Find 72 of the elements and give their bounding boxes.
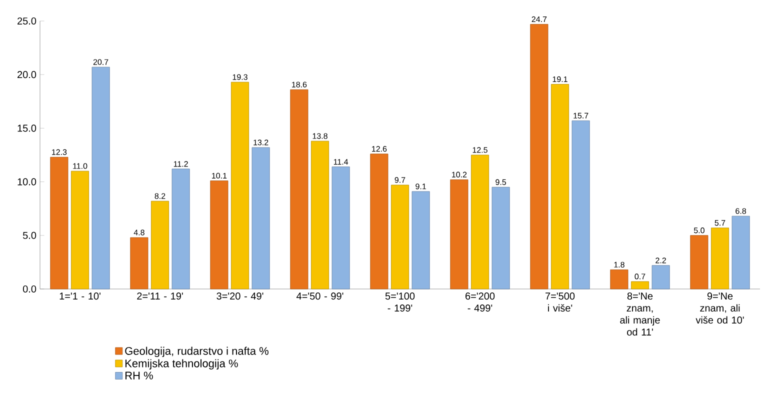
bar	[332, 166, 350, 290]
legend-label: Geologija, rudarstvo i nafta %	[125, 346, 268, 358]
bar	[71, 170, 89, 290]
data-label: 6.8	[736, 208, 746, 214]
y-tick-label: 20.0	[18, 71, 36, 78]
bar	[151, 200, 169, 290]
data-label: 19.1	[552, 76, 568, 82]
bar	[492, 186, 510, 290]
data-label: 13.2	[254, 140, 268, 146]
data-label: 10.2	[452, 172, 467, 178]
data-label: 11.0	[73, 163, 88, 169]
bar	[92, 66, 110, 290]
data-label: 11.2	[174, 161, 188, 167]
x-tick-label: 6='200 - 499'	[466, 292, 495, 312]
data-label: 12.3	[52, 149, 67, 155]
y-tick-label: 5.0	[22, 232, 36, 239]
bar	[172, 168, 190, 290]
data-label: 1.8	[614, 262, 624, 268]
data-label: 0.7	[634, 274, 646, 280]
x-tick-label: 2='11 - 19'	[137, 292, 183, 300]
bar	[391, 184, 409, 290]
data-label: 9.5	[496, 179, 506, 185]
x-tick-label: 7='500 i više'	[546, 292, 575, 312]
bar	[690, 235, 708, 290]
x-tick-label: 1='1 - 10'	[60, 292, 100, 300]
x-tick-label: 8='Ne znam, ali manje od 11'	[620, 292, 660, 336]
data-label: 13.8	[312, 133, 328, 139]
data-label: 5.7	[714, 220, 726, 226]
x-tick-label: 4='50 - 99'	[296, 292, 344, 300]
legend-label: Kemijska tehnologija %	[125, 359, 238, 370]
bar	[530, 24, 548, 290]
bar	[711, 228, 730, 290]
y-tick-label: 0.0	[22, 285, 36, 293]
bar	[450, 179, 468, 290]
bar	[572, 120, 590, 290]
y-tick-label: 15.0	[18, 124, 36, 132]
bar	[652, 265, 670, 290]
x-tick-label: 3='20 - 49'	[216, 292, 264, 300]
bar	[412, 191, 430, 290]
data-label: 9.7	[394, 177, 406, 183]
bar	[471, 154, 489, 290]
y-tick-label: 10.0	[18, 178, 36, 186]
bar	[252, 147, 270, 290]
data-label: 12.5	[472, 147, 488, 153]
data-label: 8.2	[154, 193, 166, 199]
bar	[210, 180, 228, 290]
legend-label: RH %	[125, 372, 153, 380]
data-label: 5.0	[694, 228, 704, 234]
data-label: 4.8	[134, 230, 144, 236]
bar	[311, 140, 329, 290]
data-label: 9.1	[416, 184, 426, 190]
bar	[130, 237, 148, 290]
data-label: 11.4	[334, 159, 348, 165]
data-label: 18.6	[292, 82, 307, 88]
data-label: 15.7	[574, 112, 588, 118]
data-label: 10.1	[212, 172, 227, 179]
x-tick-label: 5='100 - 199'	[385, 292, 415, 312]
bar	[370, 154, 388, 290]
x-tick-label: 9='Ne znam, ali više od 10'	[696, 292, 744, 324]
bar	[610, 270, 628, 290]
data-label: 2.2	[656, 258, 666, 264]
bar	[290, 89, 308, 290]
bar	[551, 84, 569, 290]
data-label: 19.3	[232, 74, 248, 80]
bar	[50, 156, 68, 290]
bar	[631, 281, 650, 290]
data-label: 24.7	[532, 16, 547, 22]
y-tick-label: 25.0	[18, 17, 36, 25]
data-label: 12.6	[372, 146, 387, 152]
bar	[732, 216, 750, 290]
bar	[231, 82, 249, 290]
data-label: 20.7	[93, 59, 108, 65]
